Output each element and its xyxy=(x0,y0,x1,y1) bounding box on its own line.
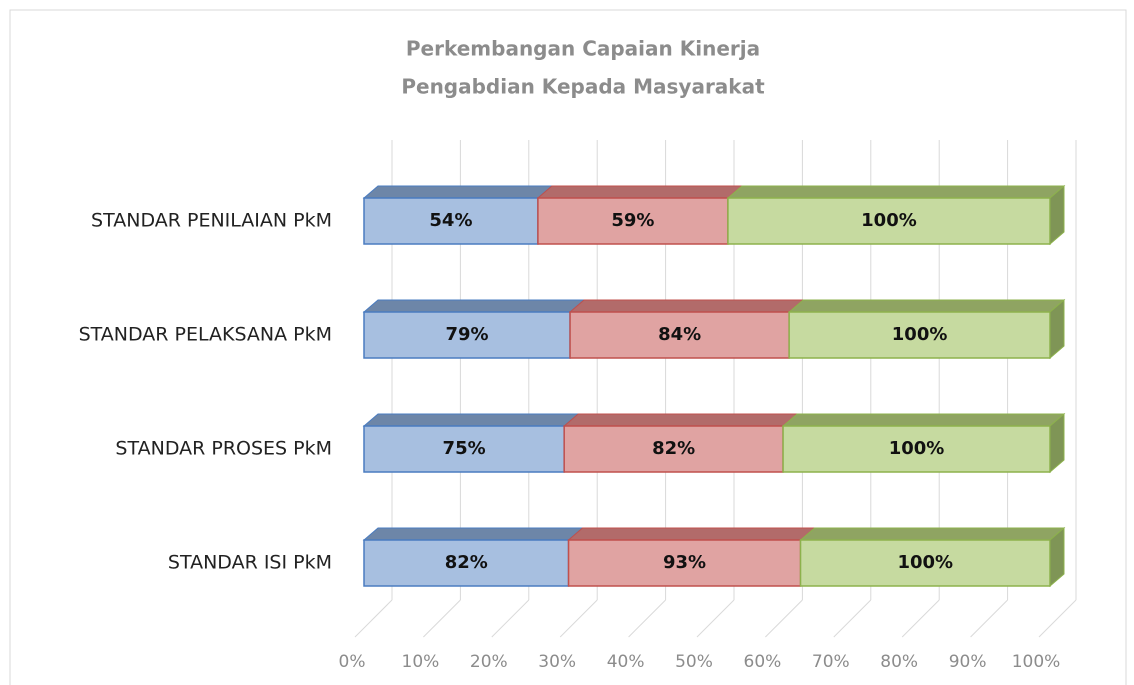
value-label: 100% xyxy=(889,438,945,459)
bar-top xyxy=(787,299,1066,313)
bar xyxy=(363,197,539,245)
x-tick-label: 60% xyxy=(744,652,782,672)
bar-side xyxy=(1049,412,1065,474)
bar-top xyxy=(536,185,744,199)
bar-side xyxy=(1049,526,1065,588)
floor-line xyxy=(559,599,598,638)
bar-side xyxy=(1049,184,1065,246)
value-label: 82% xyxy=(445,552,488,573)
x-tick-label: 20% xyxy=(470,652,508,672)
value-label: 84% xyxy=(658,324,701,345)
bar-top xyxy=(362,185,554,199)
category-label: STANDAR PELAKSANA PkM xyxy=(79,324,332,346)
chart-title: Perkembangan Capaian Kinerja xyxy=(406,37,760,61)
bar-top xyxy=(362,413,580,427)
value-label: 79% xyxy=(445,324,488,345)
x-tick-label: 50% xyxy=(675,652,713,672)
category-label: STANDAR PENILAIAN PkM xyxy=(91,210,332,232)
bar xyxy=(788,311,1051,359)
value-label: 93% xyxy=(663,552,706,573)
bar xyxy=(727,197,1051,245)
category-label: STANDAR PROSES PkM xyxy=(115,438,332,460)
x-tick-label: 90% xyxy=(949,652,987,672)
x-tick-label: 30% xyxy=(538,652,576,672)
floor-line xyxy=(423,599,461,638)
floor-line xyxy=(833,599,872,638)
x-tick-label: 40% xyxy=(607,652,645,672)
x-tick-label: 10% xyxy=(402,652,440,672)
bar-top xyxy=(781,413,1066,427)
floor-line xyxy=(696,599,735,638)
bar xyxy=(537,197,729,245)
floor-line xyxy=(765,599,803,638)
value-label: 82% xyxy=(652,438,695,459)
x-tick-label: 100% xyxy=(1012,652,1061,672)
bar-side xyxy=(1049,298,1065,360)
value-label: 75% xyxy=(443,438,486,459)
bar xyxy=(782,425,1051,473)
floor-line xyxy=(901,599,940,638)
value-label: 54% xyxy=(429,210,472,231)
bar xyxy=(563,425,784,473)
value-label: 100% xyxy=(861,210,917,231)
floor-line xyxy=(970,599,1008,638)
x-tick-label: 80% xyxy=(880,652,918,672)
value-label: 100% xyxy=(892,324,948,345)
chart-frame xyxy=(9,9,1127,685)
floor-line xyxy=(1038,599,1077,638)
bar-top xyxy=(567,527,816,541)
bar-top xyxy=(362,527,584,541)
floor-line xyxy=(491,599,530,638)
value-label: 59% xyxy=(611,210,654,231)
floor-line xyxy=(628,599,666,638)
bar xyxy=(799,539,1051,587)
bar-top xyxy=(726,185,1066,199)
bar-top xyxy=(799,527,1066,541)
x-tick-label: 0% xyxy=(339,652,366,672)
x-tick-label: 70% xyxy=(812,652,850,672)
bar xyxy=(567,539,802,587)
bar xyxy=(569,311,790,359)
bar xyxy=(363,539,570,587)
bar-top xyxy=(562,413,799,427)
floor-line xyxy=(354,599,393,638)
value-label: 100% xyxy=(897,552,953,573)
chart-title: Pengabdian Kepada Masyarakat xyxy=(401,75,765,99)
bar-top xyxy=(568,299,805,313)
category-label: STANDAR ISI PkM xyxy=(168,552,332,574)
bar-top xyxy=(362,299,586,313)
bar xyxy=(363,311,571,359)
